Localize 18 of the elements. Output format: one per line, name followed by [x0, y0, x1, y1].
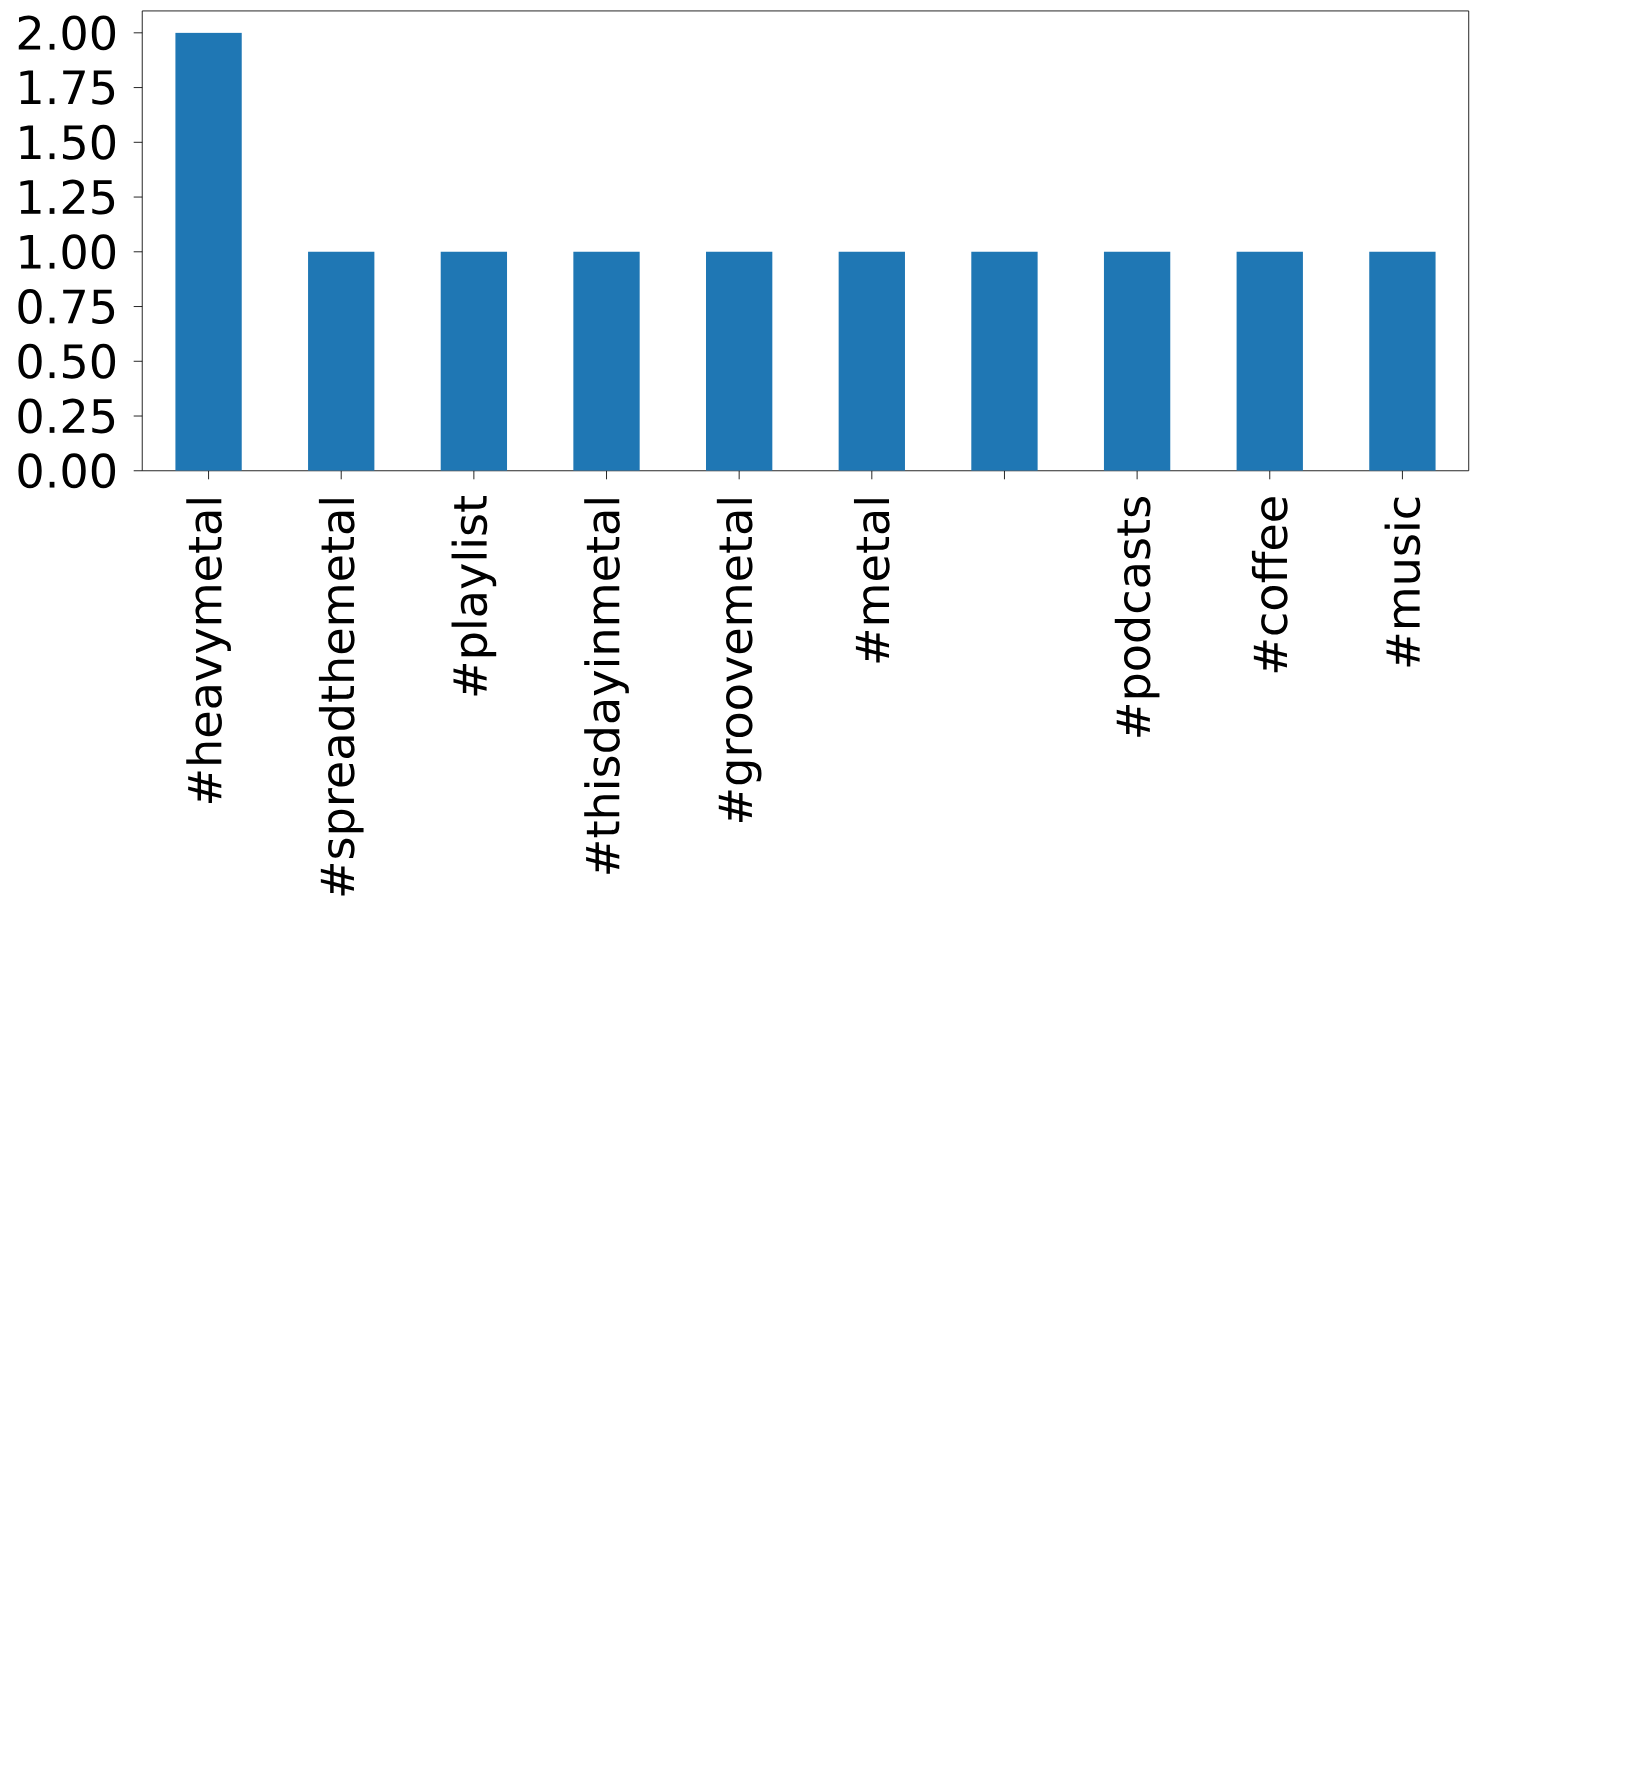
- y-tick-label: 1.00: [20, 234, 116, 270]
- x-tick-label: #heavymetal: [186, 499, 231, 804]
- y-tick-label: 1.75: [20, 70, 115, 105]
- y-tick-label: 0.00: [18, 453, 116, 489]
- x-tick-label: #podcasts: [1114, 497, 1160, 737]
- y-tick-label: 0.75: [18, 289, 115, 324]
- x-tick-label: #metal: [853, 499, 890, 663]
- y-tick-label: 1.25: [20, 179, 115, 215]
- y-tick-label: 0.25: [18, 398, 115, 434]
- x-tick-label: #music: [1384, 497, 1421, 667]
- x-tick-label: #thisdayinmetal: [584, 499, 629, 874]
- x-tick-label: #spreadthemetal: [318, 499, 364, 896]
- y-tick-label: 0.50: [18, 343, 116, 379]
- x-tick-label: #playlist: [451, 495, 497, 696]
- x-tick-label: #coffee: [1251, 497, 1288, 673]
- x-tick-label: #groovemetal: [716, 499, 762, 822]
- y-tick-label: 1.50: [20, 124, 116, 160]
- y-tick-label: 2.00: [18, 15, 116, 51]
